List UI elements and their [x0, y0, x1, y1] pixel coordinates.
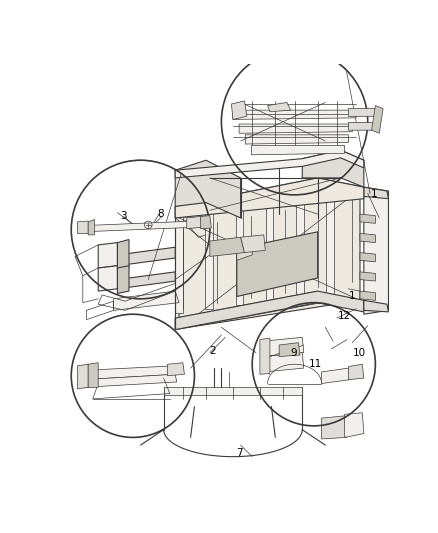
- Polygon shape: [98, 243, 117, 268]
- Polygon shape: [98, 265, 117, 291]
- Text: 9: 9: [290, 348, 297, 358]
- Polygon shape: [251, 146, 345, 155]
- Polygon shape: [175, 150, 364, 178]
- Polygon shape: [321, 368, 350, 384]
- Polygon shape: [175, 178, 364, 218]
- Polygon shape: [233, 110, 356, 119]
- Polygon shape: [117, 265, 129, 294]
- Text: 11: 11: [309, 359, 322, 368]
- Polygon shape: [88, 220, 94, 235]
- Text: 12: 12: [337, 311, 351, 321]
- Polygon shape: [179, 189, 360, 329]
- Polygon shape: [175, 291, 364, 329]
- Polygon shape: [302, 150, 364, 187]
- Polygon shape: [296, 199, 304, 298]
- Polygon shape: [264, 353, 304, 372]
- Polygon shape: [268, 102, 291, 112]
- Polygon shape: [167, 363, 184, 376]
- Polygon shape: [360, 291, 375, 301]
- Text: 10: 10: [353, 348, 366, 358]
- Text: 7: 7: [237, 448, 243, 458]
- Polygon shape: [83, 374, 177, 387]
- Text: 8: 8: [157, 209, 164, 219]
- Polygon shape: [231, 101, 247, 119]
- Polygon shape: [364, 187, 389, 199]
- Polygon shape: [364, 187, 389, 314]
- Polygon shape: [117, 272, 175, 289]
- Polygon shape: [349, 109, 379, 116]
- Polygon shape: [321, 416, 347, 439]
- Polygon shape: [113, 291, 179, 310]
- Polygon shape: [279, 343, 300, 357]
- Polygon shape: [236, 197, 243, 305]
- Polygon shape: [83, 221, 196, 232]
- Polygon shape: [83, 366, 177, 379]
- Polygon shape: [245, 135, 349, 144]
- Polygon shape: [175, 291, 321, 329]
- Polygon shape: [364, 301, 389, 312]
- Polygon shape: [326, 200, 334, 295]
- Polygon shape: [175, 178, 364, 218]
- Text: 1: 1: [349, 291, 356, 301]
- Polygon shape: [175, 195, 183, 313]
- Polygon shape: [349, 364, 364, 379]
- Polygon shape: [349, 123, 379, 130]
- Polygon shape: [240, 235, 265, 253]
- Polygon shape: [237, 243, 252, 260]
- Polygon shape: [201, 216, 212, 229]
- Polygon shape: [175, 160, 240, 218]
- Text: 2: 2: [209, 346, 216, 356]
- Polygon shape: [360, 214, 375, 223]
- Polygon shape: [210, 237, 244, 256]
- Polygon shape: [237, 232, 318, 296]
- Polygon shape: [205, 196, 213, 309]
- Polygon shape: [187, 216, 202, 229]
- Text: 3: 3: [120, 211, 127, 221]
- Polygon shape: [360, 233, 375, 243]
- Polygon shape: [260, 338, 270, 374]
- Polygon shape: [239, 124, 352, 133]
- Polygon shape: [264, 337, 304, 357]
- Polygon shape: [371, 106, 383, 133]
- Polygon shape: [88, 363, 98, 387]
- Polygon shape: [78, 364, 88, 389]
- Polygon shape: [360, 272, 375, 281]
- Polygon shape: [117, 247, 175, 265]
- Polygon shape: [117, 239, 129, 270]
- Polygon shape: [266, 198, 273, 302]
- Polygon shape: [345, 413, 364, 438]
- Text: 1: 1: [371, 189, 378, 199]
- Polygon shape: [78, 221, 88, 233]
- Polygon shape: [164, 387, 302, 395]
- Polygon shape: [360, 253, 375, 262]
